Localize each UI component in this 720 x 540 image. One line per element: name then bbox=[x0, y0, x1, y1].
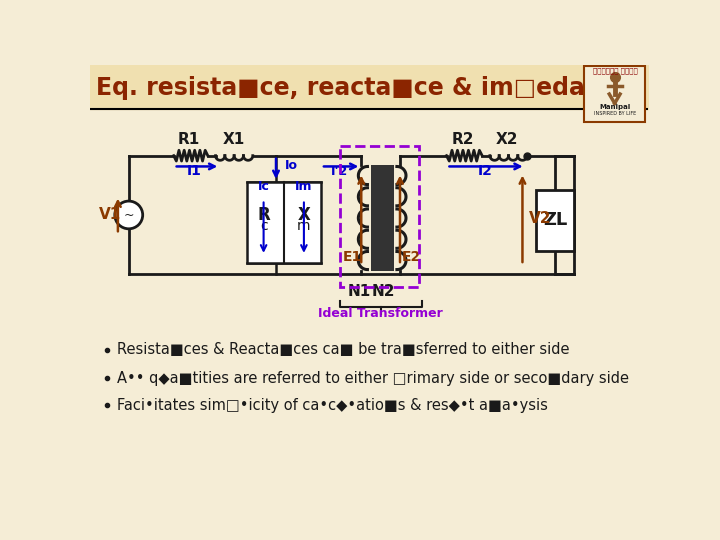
Circle shape bbox=[114, 201, 143, 229]
Text: I'2: I'2 bbox=[331, 165, 348, 178]
Text: m: m bbox=[297, 219, 310, 233]
Text: Io: Io bbox=[285, 159, 298, 172]
Text: X: X bbox=[297, 206, 310, 224]
Text: E2: E2 bbox=[402, 250, 421, 264]
Text: V2: V2 bbox=[528, 211, 551, 226]
Text: N1: N1 bbox=[348, 284, 372, 299]
Text: X2: X2 bbox=[495, 132, 518, 147]
Text: I1: I1 bbox=[187, 164, 202, 178]
Text: N2: N2 bbox=[372, 284, 395, 299]
Text: Faci•itates sim□•icity of ca•c◆•atio■s & res◆•t a■a•ysis: Faci•itates sim□•icity of ca•c◆•atio■s &… bbox=[117, 397, 548, 413]
Text: I2: I2 bbox=[478, 164, 492, 178]
Text: Resista■ces & Reacta■ces ca■ be tra■sferred to either side: Resista■ces & Reacta■ces ca■ be tra■sfer… bbox=[117, 342, 570, 357]
Text: R1: R1 bbox=[178, 132, 200, 147]
Bar bbox=[341, 146, 419, 287]
Text: R: R bbox=[257, 206, 270, 224]
Text: R2: R2 bbox=[451, 132, 474, 147]
Text: INSPIRED BY LIFE: INSPIRED BY LIFE bbox=[593, 111, 636, 116]
Text: E1: E1 bbox=[342, 250, 361, 264]
Text: Ic: Ic bbox=[258, 180, 269, 193]
Text: c: c bbox=[260, 219, 267, 233]
Bar bbox=[536, 190, 575, 251]
Text: प्रज्ञ ब्रह: प्रज्ञ ब्रह bbox=[593, 68, 638, 75]
Text: ZL: ZL bbox=[543, 211, 567, 230]
Bar bbox=[246, 182, 321, 264]
Bar bbox=[585, 66, 645, 122]
Text: Manipal: Manipal bbox=[599, 104, 630, 110]
Text: V1: V1 bbox=[99, 207, 121, 222]
Text: Ideal Transformer: Ideal Transformer bbox=[318, 307, 443, 320]
Text: Eq. resista■ce, reacta■ce & im□eda■ce: Eq. resista■ce, reacta■ce & im□eda■ce bbox=[96, 76, 637, 100]
Text: ~: ~ bbox=[124, 209, 134, 222]
Text: A•• q◆a■tities are referred to either □rimary side or seco■dary side: A•• q◆a■tities are referred to either □r… bbox=[117, 370, 629, 386]
Text: Im: Im bbox=[295, 180, 312, 193]
Bar bbox=[371, 165, 394, 271]
Text: X1: X1 bbox=[222, 132, 245, 147]
